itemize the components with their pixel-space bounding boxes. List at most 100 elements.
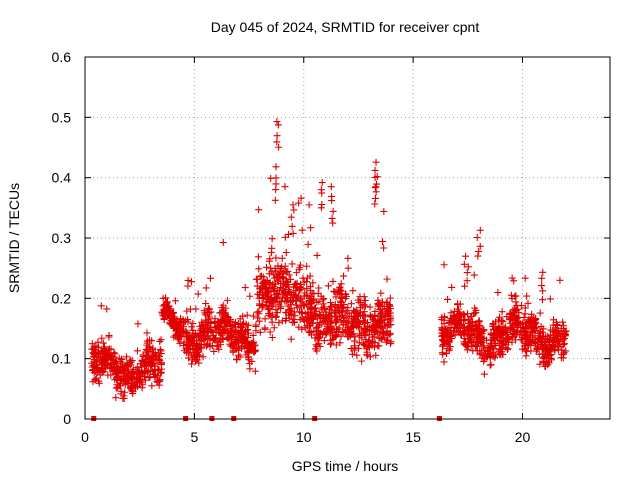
x-tick-label: 20 <box>515 429 531 445</box>
data-point <box>512 292 520 300</box>
data-point <box>498 328 506 336</box>
data-point <box>438 349 446 357</box>
data-point <box>277 265 285 273</box>
data-point <box>498 318 506 326</box>
data-point <box>138 384 146 392</box>
data-point <box>544 361 552 369</box>
x-tick-label: 5 <box>190 429 198 445</box>
data-point <box>156 337 164 345</box>
data-point <box>332 341 340 349</box>
data-point <box>98 357 106 365</box>
data-point <box>188 323 196 331</box>
data-point <box>311 304 319 312</box>
data-point <box>343 317 351 325</box>
data-point <box>286 307 294 315</box>
data-point <box>292 301 300 309</box>
data-point <box>281 183 289 191</box>
data-point <box>327 339 335 347</box>
data-point <box>367 312 375 320</box>
data-point <box>287 335 295 343</box>
data-point <box>374 302 382 310</box>
data-point <box>119 395 127 403</box>
data-point <box>254 253 262 261</box>
data-point <box>219 301 227 309</box>
data-point <box>332 319 340 327</box>
data-point <box>355 298 363 306</box>
peak-point <box>329 207 337 215</box>
data-point <box>508 274 516 282</box>
data-point <box>348 350 356 358</box>
data-point <box>245 356 253 364</box>
data-point <box>257 284 265 292</box>
data-point <box>385 301 393 309</box>
peak-point <box>271 196 279 204</box>
data-point <box>297 308 305 316</box>
data-point <box>198 321 206 329</box>
data-point <box>327 336 335 344</box>
data-point <box>297 294 305 302</box>
data-point <box>331 288 339 296</box>
data-point <box>146 343 154 351</box>
data-point <box>549 337 557 345</box>
data-point <box>203 308 211 316</box>
data-point <box>440 261 448 269</box>
data-point <box>264 288 272 296</box>
data-point <box>226 340 234 348</box>
data-point <box>147 361 155 369</box>
data-point <box>274 277 282 285</box>
data-point <box>223 319 231 327</box>
data-point <box>524 299 532 307</box>
data-point <box>311 345 319 353</box>
data-point <box>115 382 123 390</box>
data-point <box>253 308 261 316</box>
data-point <box>475 334 483 342</box>
data-point <box>110 360 118 368</box>
data-point <box>243 326 251 334</box>
data-point <box>371 307 379 315</box>
data-point <box>134 320 142 328</box>
data-point <box>344 264 352 272</box>
data-point <box>459 327 467 335</box>
data-point <box>265 298 273 306</box>
data-point <box>495 347 503 355</box>
data-point <box>342 290 350 298</box>
data-point <box>220 306 228 314</box>
data-point <box>441 336 449 344</box>
peak-point <box>539 287 547 295</box>
data-point <box>177 315 185 323</box>
data-point <box>244 329 252 337</box>
data-point <box>337 332 345 340</box>
x-tick-label: 10 <box>296 429 312 445</box>
data-point <box>223 296 231 304</box>
data-point <box>255 294 263 302</box>
data-point <box>101 361 109 368</box>
data-point <box>261 325 269 333</box>
data-point <box>157 369 165 377</box>
data-point <box>188 360 196 368</box>
data-point <box>356 293 364 301</box>
data-point <box>314 336 322 344</box>
data-point <box>304 240 312 248</box>
data-point <box>472 341 480 349</box>
data-point <box>192 357 200 365</box>
data-point <box>261 315 269 323</box>
data-point <box>117 390 125 398</box>
data-point <box>215 319 223 327</box>
data-point <box>144 354 152 362</box>
data-point <box>272 254 280 262</box>
data-point <box>468 326 476 334</box>
data-point <box>476 349 484 357</box>
data-point <box>182 345 190 353</box>
data-point <box>194 351 202 359</box>
data-point <box>494 289 502 297</box>
peak-point <box>327 183 335 191</box>
data-point <box>170 333 178 341</box>
data-point <box>292 297 300 305</box>
peak-point <box>265 257 273 265</box>
data-point <box>309 279 317 287</box>
data-point <box>279 273 287 281</box>
data-point <box>291 312 299 320</box>
data-point <box>270 324 278 332</box>
data-point <box>117 366 125 374</box>
data-point <box>107 345 115 353</box>
